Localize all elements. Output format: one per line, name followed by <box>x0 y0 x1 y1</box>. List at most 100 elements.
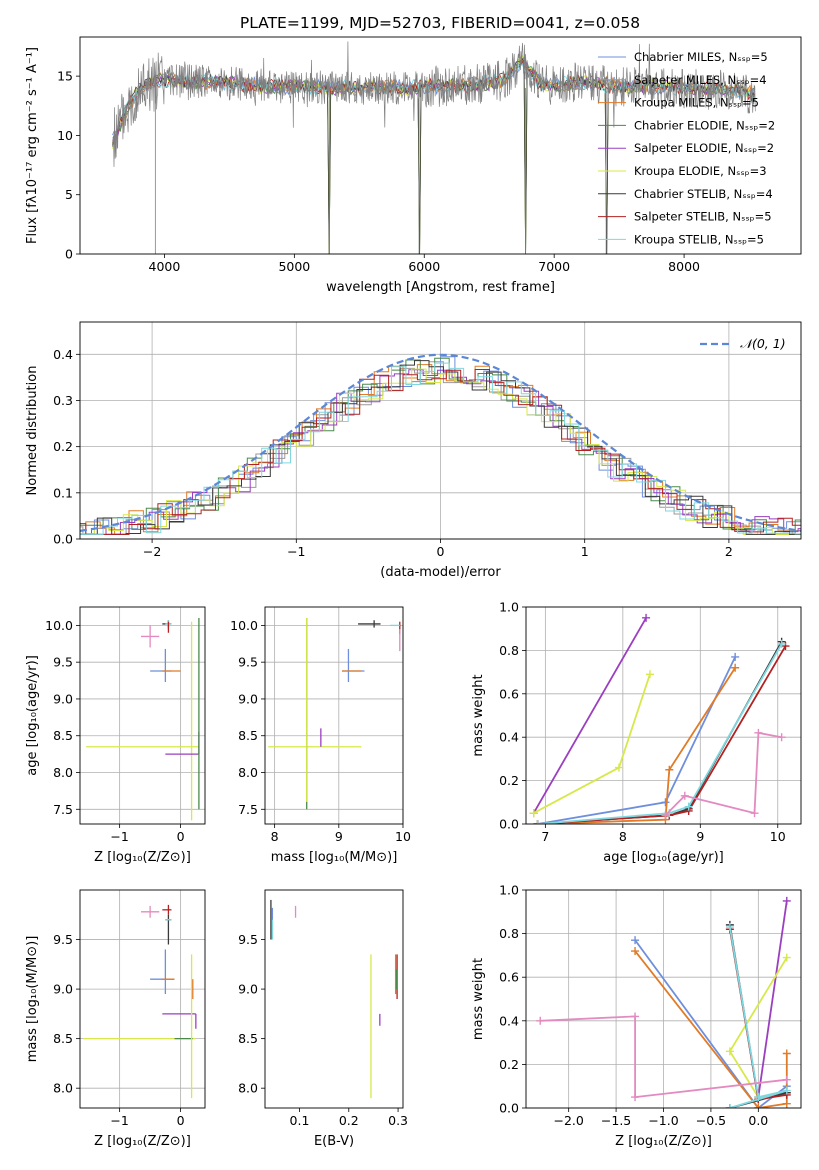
data-point-marker <box>665 765 674 774</box>
x-tick-label: 2 <box>725 544 733 559</box>
mass_vs_Z-errorbars <box>83 904 197 1099</box>
data-point-marker <box>614 763 623 772</box>
spectrum-axes: 4000 5000 6000 7000 8000 0 5 10 15 wavelength [An… <box>25 47 700 295</box>
series-line <box>537 656 737 824</box>
y-tick-label: 0.6 <box>499 970 519 985</box>
y-tick-label: 9.5 <box>53 655 73 670</box>
legend-label: Kroupa ELODIE, Nₛₛₚ=3 <box>634 164 767 178</box>
y-axis-label: mass [log₁₀(M/M⊙)] <box>25 936 40 1063</box>
y-tick-label: 0.6 <box>499 686 519 701</box>
spectrum-frame <box>79 36 802 255</box>
y-tick-label: 7.5 <box>53 802 73 817</box>
x-tick-label: −1 <box>110 1113 128 1128</box>
histogram-step-line <box>80 369 801 535</box>
data-point-marker <box>631 947 640 956</box>
data-point-marker <box>680 791 689 800</box>
y-tick-label: 8.5 <box>53 1031 73 1046</box>
legend-label: Salpeter ELODIE, Nₛₛₚ=2 <box>634 141 774 155</box>
series-line <box>540 1015 787 1099</box>
y-tick-label: 0.3 <box>53 393 73 408</box>
x-tick-label: 1 <box>581 544 589 559</box>
x-axis-label: age [log₁₀(age/yr)] <box>603 850 724 865</box>
mass_vs_Z-axes: −1 0 8.0 8.5 9.0 9.5 Z [log₁₀(Z/Z⊙)] mass [log₁… <box>25 890 205 1149</box>
ebv-axes: 0.1 0.2 0.3 8.0 8.5 9.0 9.5 E(B-V) <box>238 932 408 1149</box>
y-tick-label: 9.0 <box>238 691 258 706</box>
data-point-marker <box>529 809 538 818</box>
y-tick-label: 0.4 <box>499 730 519 745</box>
x-tick-label: 8000 <box>668 259 700 274</box>
y-tick-label: 0.4 <box>499 1013 519 1028</box>
x-tick-label: 5000 <box>278 259 310 274</box>
y-tick-label: 0.0 <box>499 1101 519 1116</box>
y-axis-label: Normed distribution <box>25 366 40 496</box>
ebv-errorbars <box>270 899 398 1099</box>
series-line <box>757 900 788 1098</box>
x-tick-label: 0 <box>177 829 185 844</box>
mass_vs_Z-frame <box>79 889 206 1109</box>
data-point-marker <box>782 896 791 905</box>
ebv-frame <box>264 889 404 1109</box>
data-point-marker <box>777 733 786 742</box>
data-point-marker <box>782 1099 791 1108</box>
data-point-marker <box>725 923 734 932</box>
data-point-marker <box>754 1093 763 1102</box>
data-point-marker <box>645 670 654 679</box>
y-axis-label: Flux [fλ10⁻¹⁷ erg cm⁻² s⁻¹ A⁻¹] <box>25 47 40 244</box>
data-point-marker <box>731 652 740 661</box>
y-tick-label: 9.0 <box>238 982 258 997</box>
data-point-marker <box>754 728 763 737</box>
data-point-marker <box>777 639 786 648</box>
x-tick-label: −2.0 <box>553 1113 583 1128</box>
x-tick-label: 0.2 <box>339 1113 359 1128</box>
x-tick-label: 0.0 <box>748 1113 768 1128</box>
y-tick-label: 9.5 <box>53 932 73 947</box>
data-point-marker <box>631 1093 640 1102</box>
x-tick-label: 0 <box>177 1113 185 1128</box>
y-tick-label: 0.0 <box>499 817 519 832</box>
age_vs_Z-frame <box>79 606 206 825</box>
spectrum-lines <box>112 41 756 254</box>
legend-label: Kroupa MILES, Nₛₛₚ=5 <box>634 96 759 110</box>
x-tick-label: 10 <box>395 829 411 844</box>
y-tick-label: 15 <box>57 69 73 84</box>
y-tick-label: 8.0 <box>238 765 258 780</box>
y-tick-label: 10.0 <box>45 618 73 633</box>
histogram-step-line <box>80 362 801 535</box>
y-tick-label: 0.4 <box>53 347 73 362</box>
y-tick-label: 0.8 <box>499 926 519 941</box>
y-axis-label: mass weight <box>471 674 486 756</box>
y-tick-label: 9.5 <box>238 655 258 670</box>
weight_vs_age-series <box>529 613 790 824</box>
histogram-step-line <box>80 360 801 535</box>
data-point-marker <box>661 798 670 807</box>
y-tick-label: 7.5 <box>238 802 258 817</box>
legend-label: Kroupa STELIB, Nₛₛₚ=5 <box>634 232 764 246</box>
y-axis-label: mass weight <box>471 958 486 1040</box>
y-tick-label: 8.5 <box>238 728 258 743</box>
y-tick-label: 10.0 <box>230 618 258 633</box>
x-tick-label: −1 <box>110 829 128 844</box>
age_vs_mass-errorbars <box>268 618 401 810</box>
y-tick-label: 0.2 <box>499 1057 519 1072</box>
series-line <box>537 645 787 824</box>
y-tick-label: 8.5 <box>53 728 73 743</box>
legend-label: 𝒩(0, 1) <box>740 336 786 351</box>
y-tick-label: 0.2 <box>53 439 73 454</box>
data-point-marker <box>731 663 740 672</box>
y-tick-label: 9.0 <box>53 982 73 997</box>
y-tick-label: 0.0 <box>53 532 73 547</box>
age_vs_mass-axes: 8 9 10 7.5 8.0 8.5 9.0 9.5 10.0 mass [log₁₀(M/M⊙)… <box>230 607 411 865</box>
x-tick-label: 9 <box>335 829 343 844</box>
histogram-step-line <box>80 369 801 535</box>
y-tick-label: 1.0 <box>499 883 519 898</box>
series-line <box>537 643 783 824</box>
data-point-marker <box>725 1104 734 1108</box>
data-point-marker <box>642 613 651 622</box>
x-tick-label: 0.3 <box>388 1113 408 1128</box>
y-tick-label: 5 <box>65 187 73 202</box>
x-axis-label: Z [log₁₀(Z/Z⊙)] <box>615 1134 712 1149</box>
y-tick-label: 8.5 <box>238 1031 258 1046</box>
data-point-marker <box>631 936 640 945</box>
legend-label: Chabrier ELODIE, Nₛₛₚ=2 <box>634 118 775 132</box>
